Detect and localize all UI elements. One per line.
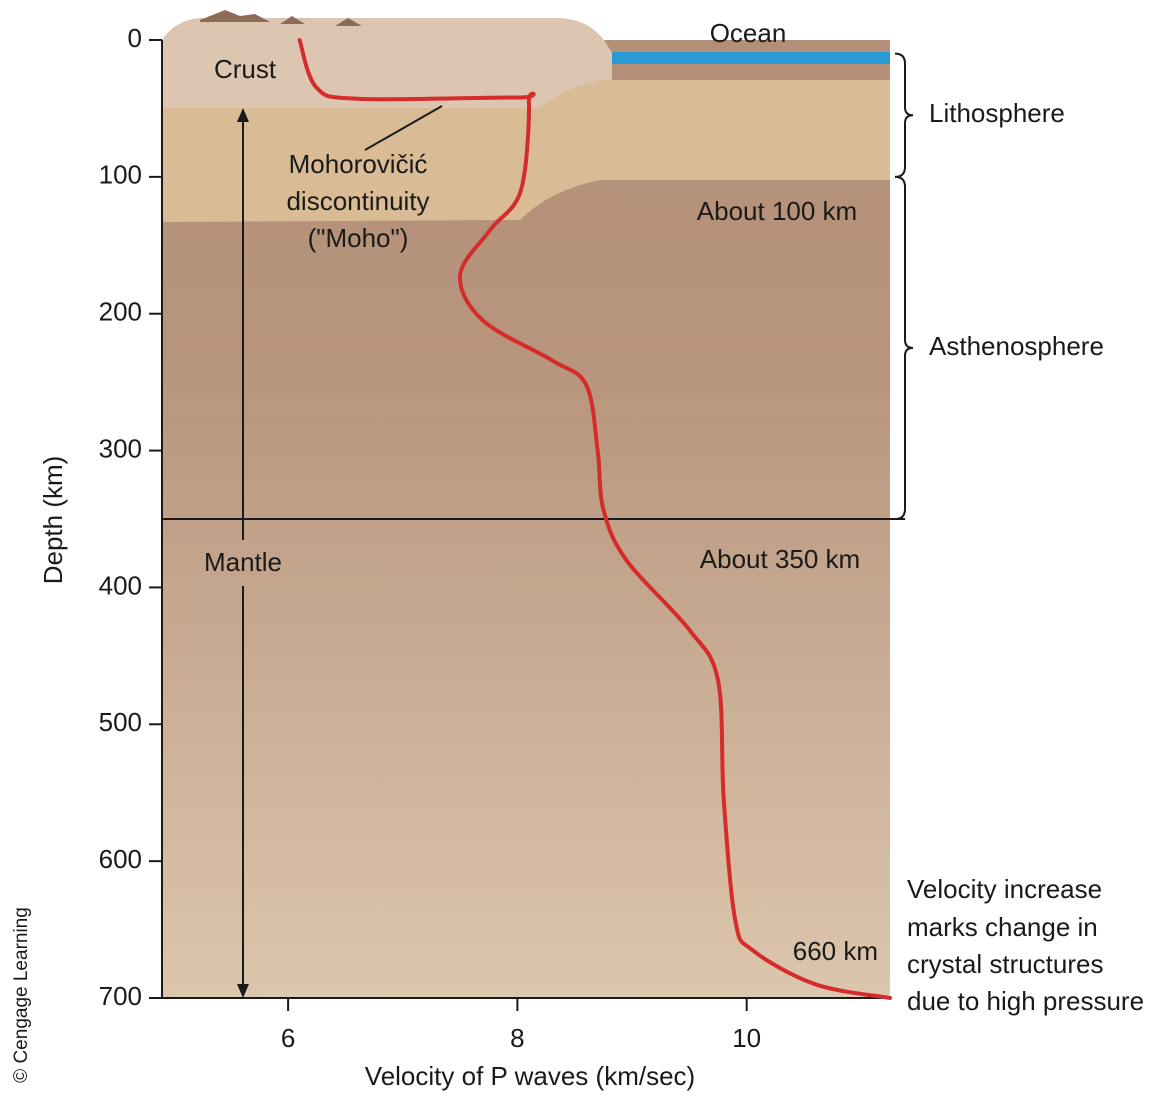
bracket-label: Asthenosphere (929, 331, 1104, 361)
note-line: marks change in (907, 912, 1098, 942)
ocean (612, 52, 890, 64)
reference-label: About 350 km (700, 544, 860, 574)
660-label: 660 km (793, 936, 878, 966)
x-tick-label: 8 (510, 1023, 524, 1053)
chart: Ocean Crust Mohorovičić discontinuity ("… (0, 0, 1172, 1096)
y-tick-label: 500 (99, 707, 142, 737)
y-tick-label: 0 (128, 23, 142, 53)
mantle-label: Mantle (204, 547, 282, 577)
y-tick-label: 300 (99, 433, 142, 463)
y-tick-label: 700 (99, 981, 142, 1011)
moho-label: ("Moho") (308, 223, 409, 253)
y-tick-label: 600 (99, 844, 142, 874)
note-line: Velocity increase (907, 874, 1102, 904)
x-axis-label: Velocity of P waves (km/sec) (365, 1061, 695, 1091)
ocean-crust (612, 64, 890, 80)
x-tick-label: 6 (281, 1023, 295, 1053)
bracket (895, 177, 913, 519)
moho-label: Mohorovičić (289, 149, 428, 179)
crust-label: Crust (214, 54, 277, 84)
y-axis-label: Depth (km) (38, 456, 68, 585)
x-tick-label: 10 (732, 1023, 761, 1053)
y-tick-label: 200 (99, 297, 142, 327)
y-tick-label: 400 (99, 570, 142, 600)
bracket (895, 54, 913, 177)
note-line: due to high pressure (907, 986, 1144, 1016)
note-line: crystal structures (907, 949, 1104, 979)
ocean-label: Ocean (710, 18, 787, 48)
moho-label: discontinuity (286, 186, 429, 216)
credit: © Cengage Learning (11, 907, 32, 1083)
y-tick-label: 100 (99, 160, 142, 190)
bracket-label: Lithosphere (929, 98, 1065, 128)
about-100-label: About 100 km (697, 196, 857, 226)
